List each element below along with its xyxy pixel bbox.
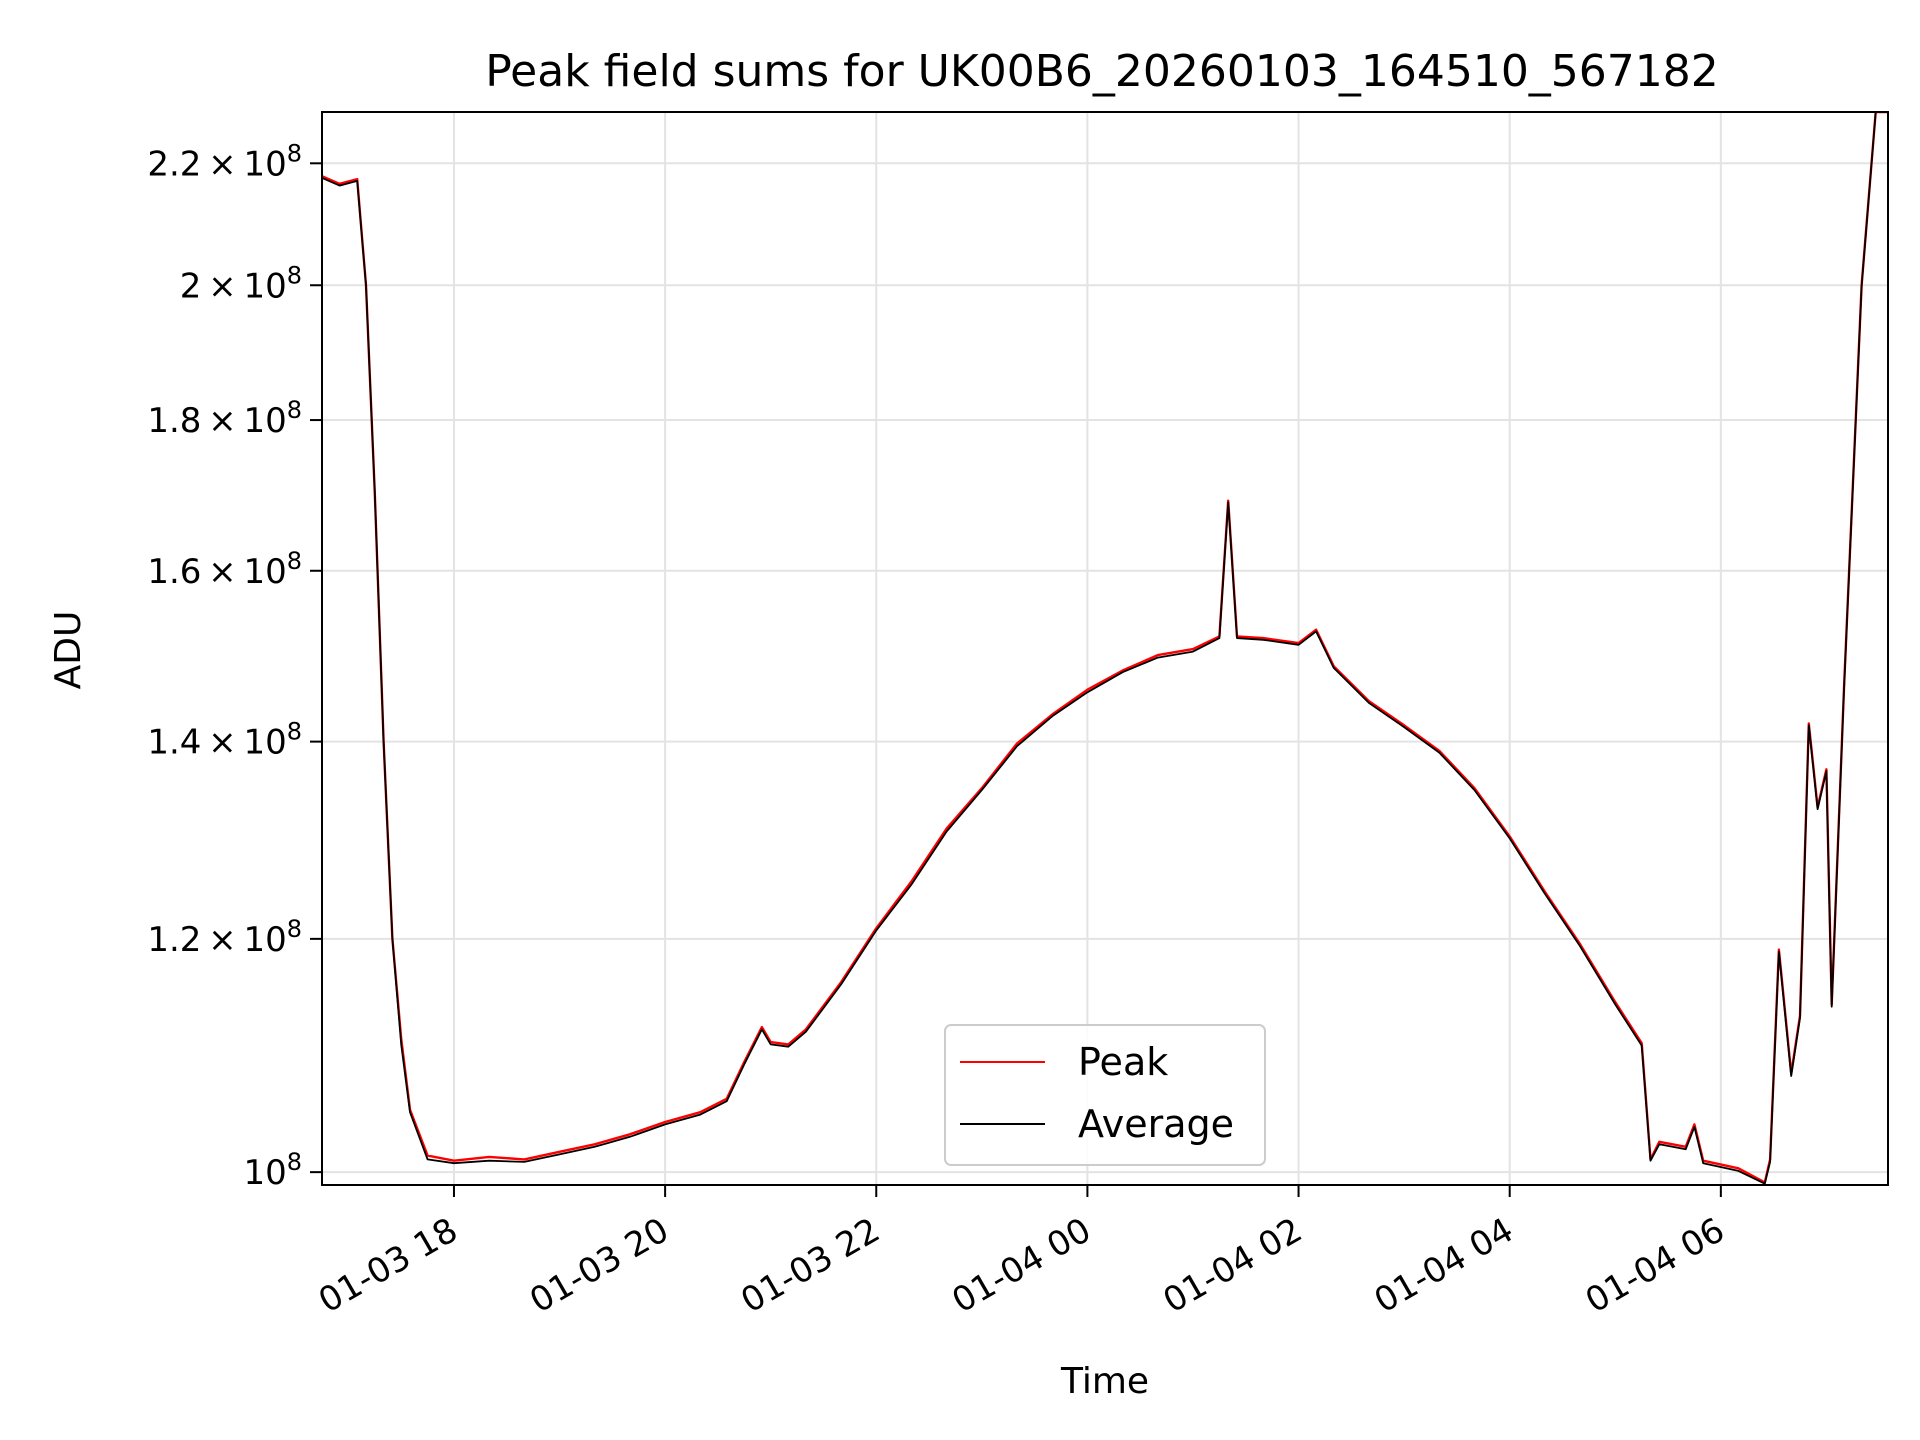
x-axis-ticks: 01-03 18 01-03 20 01-03 22 01-04 00 01-04 02… — [312, 1185, 1731, 1321]
legend-box — [944, 1024, 1266, 1166]
legend-label-peak: Peak — [1078, 1040, 1168, 1084]
y-tick-label: 2.2 × 108 — [147, 139, 302, 184]
y-tick-label: 1.8 × 108 — [147, 396, 302, 441]
series-line-average — [322, 112, 1888, 1185]
legend-items: Peak Average — [960, 1040, 1234, 1146]
x-tick-label: 01-04 04 — [1368, 1210, 1520, 1321]
series-layer — [322, 112, 1888, 1185]
y-tick-label: 1.2 × 108 — [147, 915, 302, 960]
y-tick-label: 1.4 × 108 — [147, 718, 302, 763]
x-tick-label: 01-04 02 — [1157, 1210, 1309, 1321]
y-tick-label: 108 — [243, 1148, 302, 1193]
y-axis-ticks: 108 1.2 × 108 1.4 × 108 1.6 × 108 1.8 × 108 2… — [147, 139, 322, 1193]
x-tick-label: 01-03 18 — [312, 1210, 464, 1321]
legend: Peak Average — [944, 1024, 1266, 1166]
x-tick-label: 01-03 22 — [734, 1210, 886, 1321]
x-axis-title: Time — [1060, 1361, 1149, 1402]
plot-frame — [321, 111, 1889, 1186]
grid-lines — [322, 112, 1888, 1185]
y-axis-title: ADU — [48, 611, 89, 690]
chart-title: Peak field sums for UK00B6_20260103_1645… — [485, 46, 1719, 97]
x-tick-label: 01-03 20 — [523, 1210, 675, 1321]
y-tick-label: 1.6 × 108 — [147, 547, 302, 592]
legend-label-average: Average — [1078, 1102, 1234, 1146]
y-tick-label: 2 × 108 — [180, 261, 302, 306]
x-tick-label: 01-04 06 — [1579, 1210, 1731, 1321]
x-tick-label: 01-04 00 — [946, 1210, 1098, 1321]
series-line-peak — [322, 112, 1888, 1184]
